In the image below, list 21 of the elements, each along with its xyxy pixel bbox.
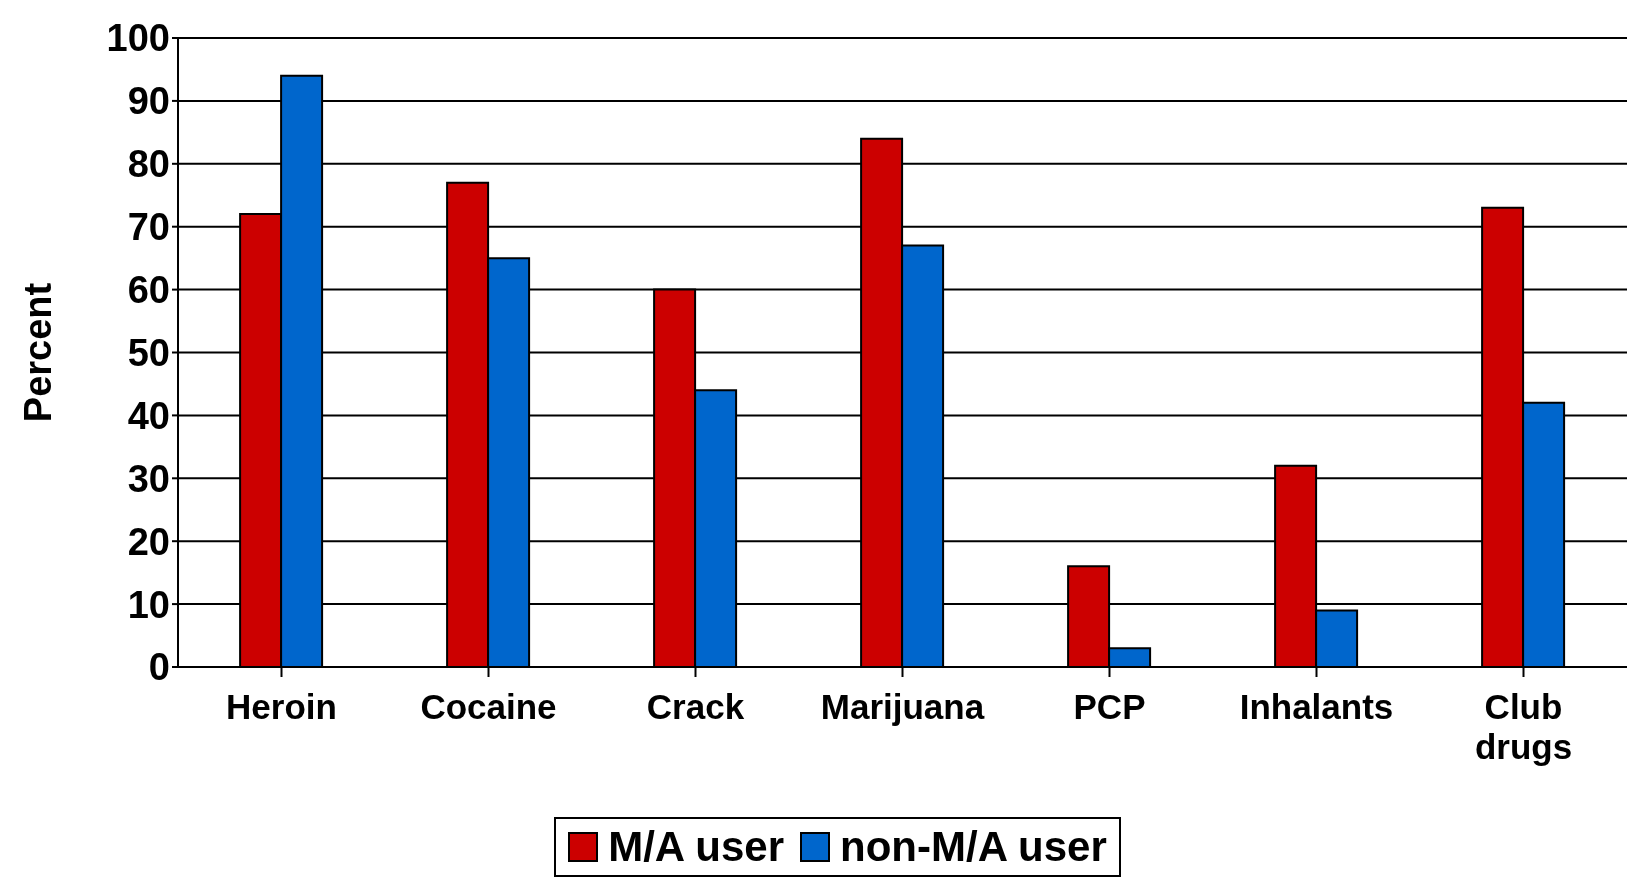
x-tick-label: PCP — [1073, 687, 1146, 726]
y-tick-label: 80 — [127, 143, 170, 186]
y-tick-label: 100 — [106, 17, 170, 60]
y-tick-label: 90 — [127, 80, 170, 123]
x-tick-label: Cocaine — [420, 687, 557, 726]
x-tick-label: Inhalants — [1239, 687, 1394, 726]
x-tick-label: Heroin — [226, 687, 337, 726]
legend-label: non-M/A user — [840, 823, 1107, 871]
x-tick-label: Marijuana — [820, 687, 985, 726]
y-tick-label: 60 — [127, 269, 170, 312]
x-tick-label: Crack — [646, 687, 745, 726]
y-tick-label: 40 — [127, 394, 170, 437]
y-tick-label: 50 — [127, 331, 170, 374]
y-tick-label: 70 — [127, 206, 170, 249]
y-axis-title: Percent — [17, 282, 60, 423]
y-tick-label: 30 — [127, 457, 170, 500]
y-tick-label: 10 — [127, 583, 170, 626]
y-tick-label: 20 — [127, 520, 170, 563]
y-tick-label: 0 — [148, 646, 170, 689]
x-tick-label: Club drugs — [1474, 687, 1573, 766]
legend-label: M/A user — [608, 823, 785, 871]
